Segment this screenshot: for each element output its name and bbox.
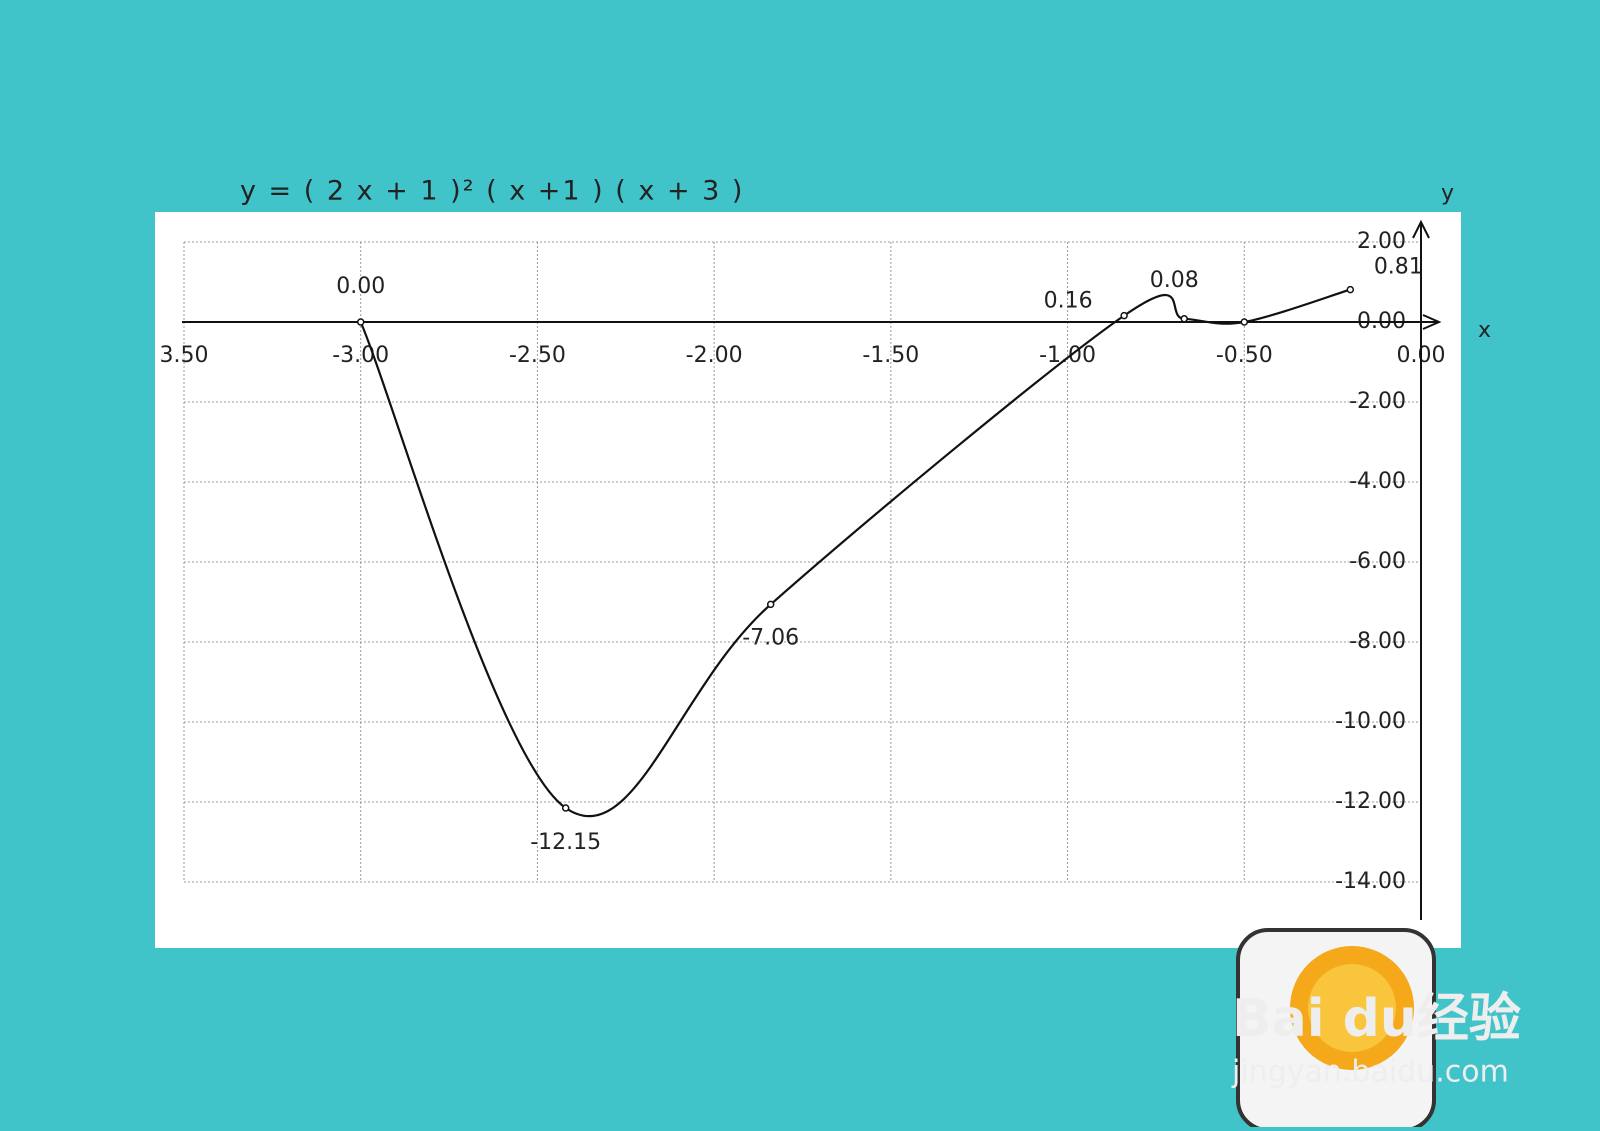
y-axis-label: y	[1441, 181, 1454, 206]
x-axis	[182, 314, 1442, 330]
curve	[359, 288, 1351, 818]
x-tick-label: -3.00	[332, 343, 389, 368]
data-point	[356, 318, 365, 326]
logo	[1236, 928, 1436, 1131]
data-point	[1240, 318, 1249, 326]
y-axis	[1412, 219, 1430, 920]
data-point	[561, 804, 570, 812]
x-axis-label: x	[1478, 318, 1491, 343]
data-point	[1120, 311, 1128, 320]
x-tick-label: -1.00	[1039, 343, 1096, 368]
y-tick-label: -6.00	[1349, 549, 1406, 574]
watermark-brand: Bai du经验	[1232, 989, 1521, 1049]
watermark-url: jingyan.baidu.com	[1231, 1055, 1509, 1090]
x-tick-label: -2.50	[509, 343, 566, 368]
data-point	[1346, 285, 1355, 294]
y-tick-label: -4.00	[1349, 469, 1406, 494]
data-point	[1180, 315, 1188, 323]
data-label: 0.16	[1044, 289, 1093, 314]
x-tick-label: -2.00	[686, 343, 743, 368]
y-tick-label: -8.00	[1349, 629, 1406, 654]
y-tick-label: -10.00	[1335, 709, 1406, 734]
y-tick-label: -2.00	[1349, 389, 1406, 414]
y-tick-label: -12.00	[1335, 789, 1406, 814]
y-tick-label: 2.00	[1357, 229, 1406, 254]
data-label: 0.08	[1150, 268, 1199, 293]
data-label: 0.81	[1374, 255, 1423, 280]
chart-title: y = ( 2 x + 1 )² ( x +1 ) ( x + 3 )	[240, 176, 744, 207]
y-tick-label: -14.00	[1335, 869, 1406, 894]
data-label: 0.00	[336, 274, 385, 299]
x-tick-label: -1.50	[862, 343, 919, 368]
data-label: -12.15	[530, 830, 601, 855]
x-tick-label: -0.50	[1216, 343, 1273, 368]
data-label: -7.06	[742, 625, 799, 650]
x-tick-label: 3.50	[160, 343, 209, 368]
plot-panel	[155, 212, 1461, 948]
data-point	[766, 600, 775, 609]
